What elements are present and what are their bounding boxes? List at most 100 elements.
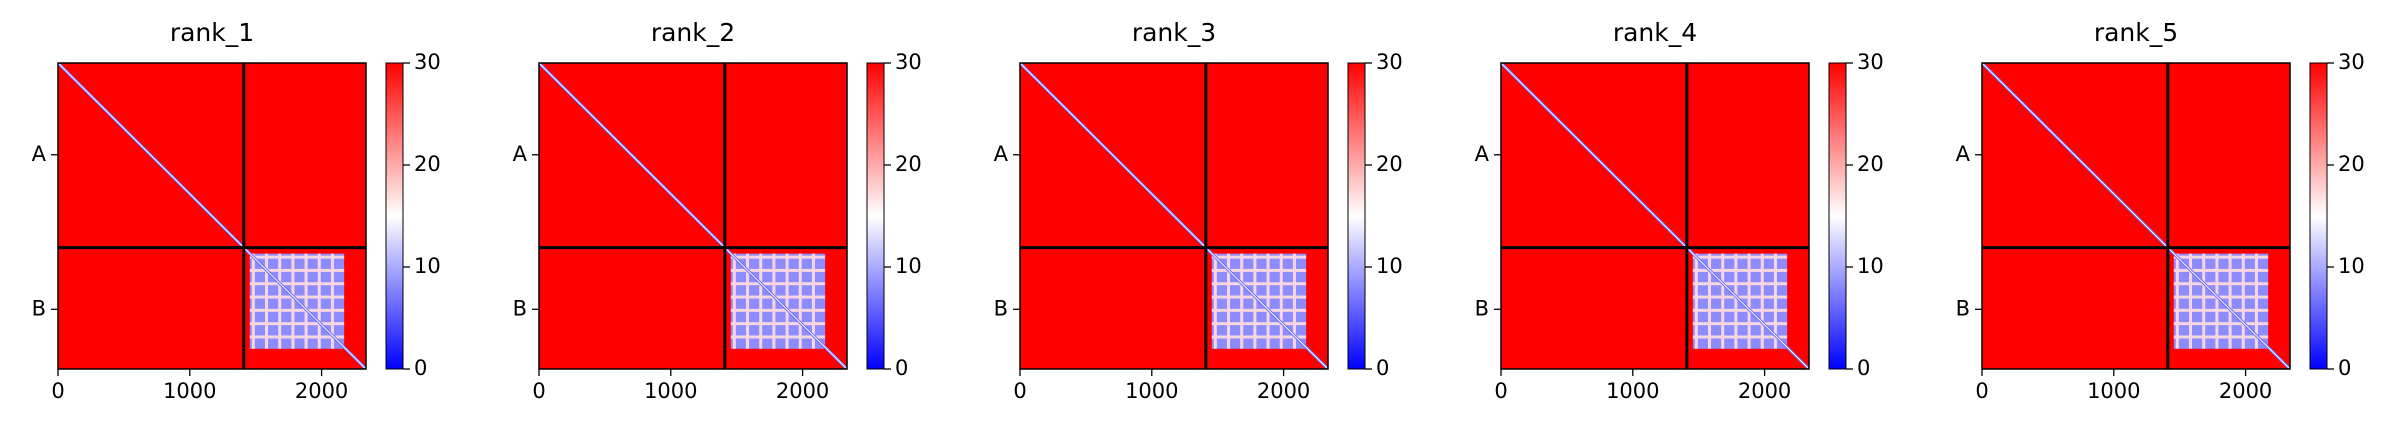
colorbar-tick-label: 20: [1857, 152, 1884, 176]
colorbar-tick-label: 10: [1376, 254, 1403, 278]
heatmap-diagonal: [1982, 63, 2290, 369]
heatmap-stripe: [1692, 282, 1788, 286]
heatmap-stripe: [1692, 295, 1788, 299]
x-tick-label: 1000: [2087, 379, 2140, 403]
colorbar-tick-label: 10: [414, 254, 441, 278]
heatmap-stripe: [2173, 308, 2269, 312]
heatmap-stripe: [291, 253, 295, 349]
heatmap-stripe: [772, 253, 776, 349]
heatmap-stripe: [1211, 295, 1307, 299]
heatmap-stripe: [2254, 253, 2258, 349]
heatmap-diagonal: [1501, 63, 1809, 369]
panel-title: rank_5: [2094, 18, 2178, 47]
colorbar-tick-label: 10: [1857, 254, 1884, 278]
panel-title: rank_1: [170, 18, 254, 47]
panel-title: rank_3: [1132, 18, 1216, 47]
heatmap-stripe: [1211, 335, 1307, 339]
colorbar-tick-label: 0: [2338, 356, 2351, 380]
heatmap-stripe: [1694, 253, 1698, 349]
heatmap-stripe: [2175, 253, 2179, 349]
heatmap-stripe: [2173, 295, 2269, 299]
heatmap-stripe: [730, 295, 826, 299]
heatmap-stripe: [249, 335, 345, 339]
heatmap-stripe: [1692, 335, 1788, 339]
heatmap-stripe: [730, 308, 826, 312]
heatmap-stripe: [1692, 308, 1788, 312]
y-tick-label: B: [1475, 296, 1489, 320]
heatmap-stripe: [811, 253, 815, 349]
x-tick-label: 1000: [1606, 379, 1659, 403]
heatmap-stripe: [798, 253, 802, 349]
heatmap-stripe: [1211, 308, 1307, 312]
axes-frame: [1019, 62, 1329, 370]
y-tick-label: A: [1956, 142, 1971, 166]
heatmap: [1020, 63, 1328, 369]
heatmap-stripe: [1734, 253, 1738, 349]
heatmap-stripe: [1213, 253, 1217, 349]
colorbar: [1828, 62, 1847, 370]
axes-frame: [57, 62, 367, 370]
axes-frame: [1981, 62, 2291, 370]
colorbar-tick-label: 20: [2338, 152, 2365, 176]
heatmap-stripe: [249, 255, 345, 259]
panel-title: rank_2: [651, 18, 735, 47]
heatmap-stripe: [1708, 253, 1712, 349]
heatmap-stripe: [249, 322, 345, 326]
heatmap-stripe: [759, 253, 763, 349]
heatmap-stripe: [278, 253, 282, 349]
axes-frame: [1500, 62, 1810, 370]
y-tick-label: B: [32, 296, 46, 320]
heatmap-stripe: [1721, 253, 1725, 349]
heatmap-stripe: [2202, 253, 2206, 349]
colorbar: [385, 62, 404, 370]
colorbar-tick-label: 30: [1857, 50, 1884, 74]
heatmap: [58, 63, 366, 369]
y-tick-label: A: [32, 142, 47, 166]
heatmap-stripe: [2189, 253, 2193, 349]
y-tick-label: A: [1475, 142, 1490, 166]
heatmap-stripe: [1760, 253, 1764, 349]
heatmap-stripe: [730, 282, 826, 286]
colorbar-tick-label: 0: [414, 356, 427, 380]
x-tick-label: 2000: [2219, 379, 2272, 403]
x-tick-label: 1000: [163, 379, 216, 403]
x-tick-label: 2000: [776, 379, 829, 403]
heatmap-stripe: [1692, 255, 1788, 259]
colorbar-tick-label: 20: [1376, 152, 1403, 176]
colorbar-tick-label: 0: [895, 356, 908, 380]
heatmap-stripe: [1747, 253, 1751, 349]
heatmap-stripe: [1211, 322, 1307, 326]
colorbar-tick-label: 10: [2338, 254, 2365, 278]
x-tick-label: 0: [51, 379, 64, 403]
heatmap-stripe: [1240, 253, 1244, 349]
x-tick-label: 2000: [1257, 379, 1310, 403]
y-tick-label: B: [994, 296, 1008, 320]
heatmap-diagonal: [58, 63, 366, 369]
heatmap-stripe: [1292, 253, 1296, 349]
heatmap-stripe: [1279, 253, 1283, 349]
colorbar-tick-label: 20: [895, 152, 922, 176]
x-tick-label: 2000: [1738, 379, 1791, 403]
heatmap-diagonal: [1020, 63, 1328, 369]
colorbar-tick-label: 0: [1857, 356, 1870, 380]
axes-frame: [538, 62, 848, 370]
heatmap-stripe: [1211, 268, 1307, 272]
heatmap-stripe: [249, 268, 345, 272]
colorbar: [866, 62, 885, 370]
heatmap-stripe: [730, 255, 826, 259]
heatmap-stripe: [785, 253, 789, 349]
colorbar: [2309, 62, 2328, 370]
heatmap-stripe: [2173, 282, 2269, 286]
heatmap-stripe: [730, 268, 826, 272]
heatmap-stripe: [330, 253, 334, 349]
heatmap-stripe: [2228, 253, 2232, 349]
heatmap-stripe: [2173, 322, 2269, 326]
heatmap-stripe: [1253, 253, 1257, 349]
heatmap-stripe: [317, 253, 321, 349]
x-tick-label: 1000: [1125, 379, 1178, 403]
heatmap-stripe: [1211, 282, 1307, 286]
heatmap: [1501, 63, 1809, 369]
heatmap-stripe: [2241, 253, 2245, 349]
heatmap: [539, 63, 847, 369]
